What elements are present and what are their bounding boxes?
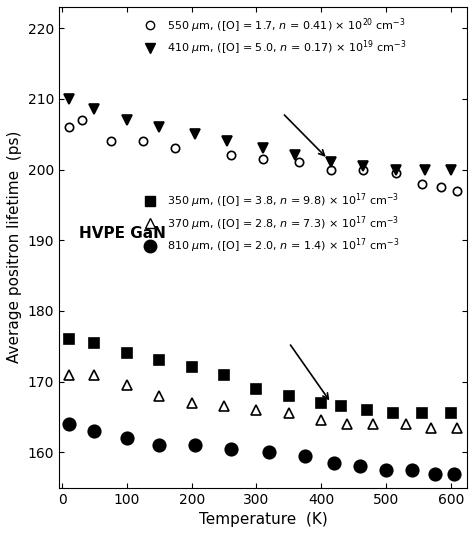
Legend: 350 $\mu$m, ([O] = 3.8, $n$ = 9.8) $\times$ 10$^{17}$ cm$^{-3}$, 370 $\mu$m, ([O: 350 $\mu$m, ([O] = 3.8, $n$ = 9.8) $\tim…: [138, 190, 401, 256]
Text: HVPE GaN: HVPE GaN: [79, 226, 166, 241]
X-axis label: Temperature  (K): Temperature (K): [199, 512, 328, 527]
Y-axis label: Average positron lifetime  (ps): Average positron lifetime (ps): [7, 131, 22, 364]
